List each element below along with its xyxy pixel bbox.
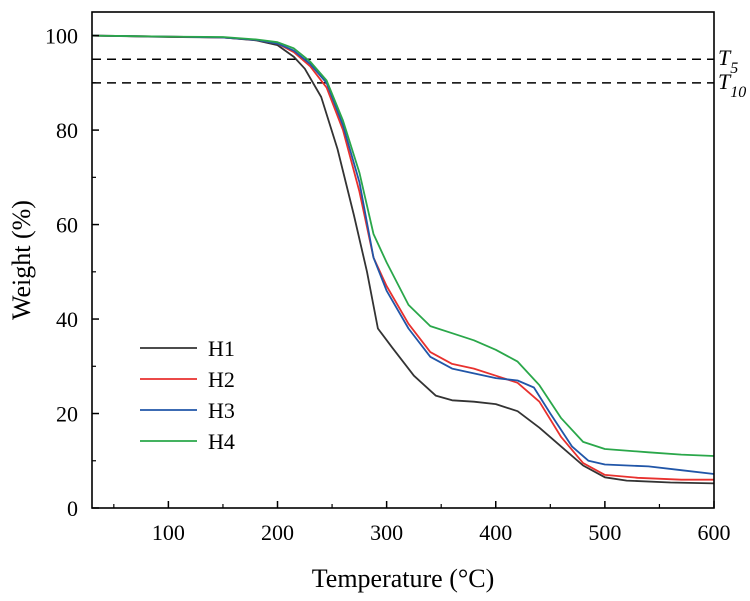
legend-label-h1: H1 bbox=[208, 336, 235, 361]
axis-ticks: 100 200 300 400 500 600 0 20 40 60 80 100 bbox=[45, 24, 731, 545]
legend: H1 H2 H3 H4 bbox=[140, 336, 235, 454]
series-lines bbox=[91, 34, 715, 485]
y-axis-title: Weight (%) bbox=[7, 200, 36, 320]
x-tick-label: 300 bbox=[370, 520, 403, 545]
y-tick-label: 100 bbox=[45, 24, 78, 49]
series-line-h2 bbox=[91, 34, 714, 481]
legend-label-h3: H3 bbox=[208, 398, 235, 423]
y-tick-label: 40 bbox=[56, 307, 78, 332]
ref-label-subscript: 10 bbox=[730, 84, 746, 101]
x-tick-label: 100 bbox=[152, 520, 185, 545]
y-tick-label: 60 bbox=[56, 213, 78, 238]
x-tick-label: 600 bbox=[698, 520, 731, 545]
y-tick-label: 80 bbox=[56, 118, 78, 143]
plot-frame bbox=[91, 11, 715, 509]
x-tick-label: 200 bbox=[261, 520, 294, 545]
legend-label-h2: H2 bbox=[208, 367, 235, 392]
y-tick-label: 0 bbox=[67, 496, 78, 521]
ref-label-subscript: 5 bbox=[730, 60, 738, 77]
x-tick-label: 500 bbox=[588, 520, 621, 545]
x-tick-label: 400 bbox=[479, 520, 512, 545]
legend-label-h4: H4 bbox=[208, 429, 235, 454]
series-line-h3 bbox=[91, 34, 715, 475]
series-line-h1 bbox=[91, 34, 715, 485]
y-tick-label: 20 bbox=[56, 402, 78, 427]
series-line-h4 bbox=[91, 34, 715, 457]
x-axis-title: Temperature (°C) bbox=[312, 564, 495, 593]
